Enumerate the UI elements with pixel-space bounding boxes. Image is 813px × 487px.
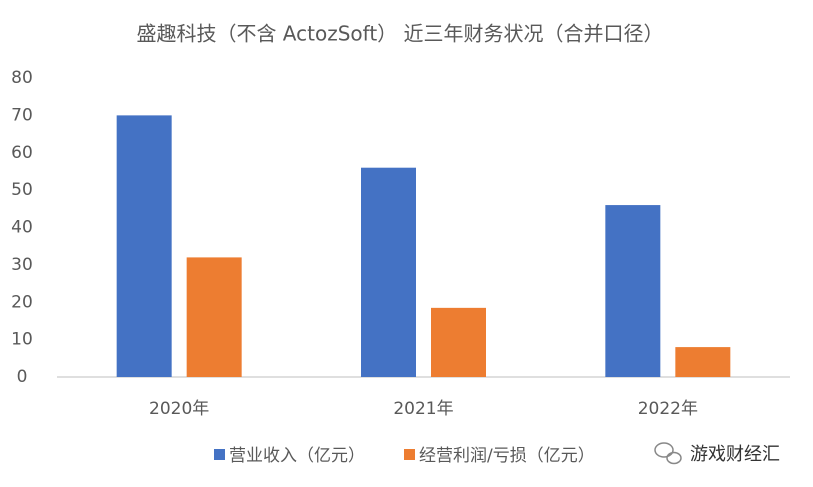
x-tick-label: 2020年 — [149, 399, 209, 419]
y-tick-label: 10 — [11, 330, 33, 350]
y-tick-label: 0 — [17, 367, 28, 387]
watermark: 游戏财经汇 — [690, 444, 780, 465]
bar — [361, 167, 416, 377]
y-tick-label: 60 — [11, 143, 33, 163]
y-tick-label: 80 — [11, 68, 33, 88]
chart-title: 盛趣科技（不含 ActozSoft） 近三年财务状况（合并口径） — [136, 22, 663, 46]
y-tick-label: 20 — [11, 292, 33, 312]
y-tick-label: 40 — [11, 218, 33, 238]
legend-label: 营业收入（亿元） — [229, 446, 365, 466]
watermark-icon — [654, 442, 682, 465]
legend-swatch — [404, 449, 415, 460]
bar — [675, 347, 731, 377]
bar — [431, 307, 486, 377]
y-tick-label: 50 — [11, 180, 33, 200]
y-tick-label: 70 — [11, 105, 33, 125]
legend-swatch — [214, 449, 225, 460]
x-tick-label: 2022年 — [638, 399, 698, 419]
x-tick-label: 2021年 — [393, 399, 453, 419]
y-tick-label: 30 — [11, 255, 33, 275]
bar — [186, 257, 242, 377]
bar — [116, 115, 172, 377]
legend-label: 经营利润/亏损（亿元） — [419, 446, 595, 466]
bar — [605, 205, 661, 377]
